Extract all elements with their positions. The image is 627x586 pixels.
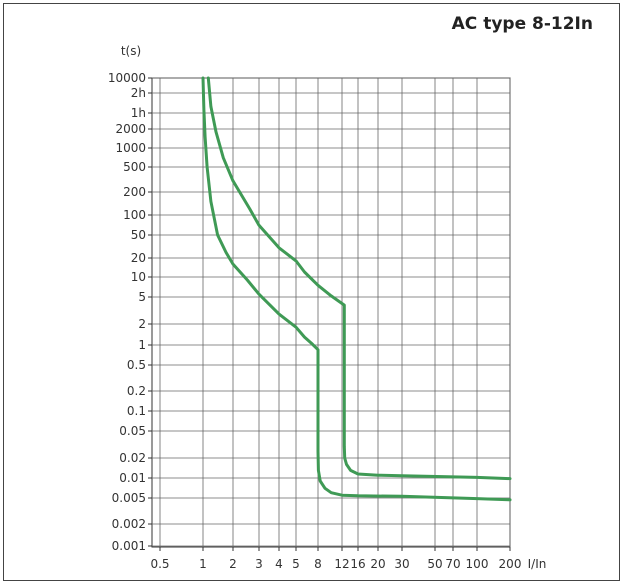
y-tick-label: 1h xyxy=(131,106,146,120)
x-tick-label: 70 xyxy=(445,557,460,571)
y-tick-label: 0.005 xyxy=(112,491,146,505)
y-tick-label: 10 xyxy=(131,270,146,284)
x-tick-label: 5 xyxy=(292,557,300,571)
x-tick-label: 12 xyxy=(334,557,349,571)
chart-frame xyxy=(3,3,620,581)
y-tick-label: 5 xyxy=(138,290,146,304)
y-tick-label: 0.02 xyxy=(119,451,146,465)
trip-curve-1 xyxy=(201,76,512,502)
y-tick-label: 0.2 xyxy=(127,384,146,398)
y-tick-label: 0.002 xyxy=(112,517,146,531)
chart-title: AC type 8-12In xyxy=(451,14,593,34)
y-tick-label: 2h xyxy=(131,86,146,100)
x-tick-label: 4 xyxy=(275,557,283,571)
x-tick-label: 2 xyxy=(229,557,237,571)
y-tick-label: 0.01 xyxy=(119,471,146,485)
x-tick-label: 0.5 xyxy=(150,557,169,571)
x-tick-label: 1 xyxy=(199,557,207,571)
x-tick-label: 50 xyxy=(427,557,442,571)
y-tick-label: 20 xyxy=(131,251,146,265)
y-tick-label: 50 xyxy=(131,228,146,242)
y-tick-label: 2 xyxy=(138,317,146,331)
y-tick-label: 10000 xyxy=(108,71,146,85)
grid xyxy=(148,77,511,551)
x-tick-label: 3 xyxy=(255,557,263,571)
x-tick-label: 8 xyxy=(314,557,322,571)
x-tick-label: 100 xyxy=(466,557,489,571)
series-group xyxy=(201,76,512,502)
y-tick-label: 100 xyxy=(123,208,146,222)
x-tick-label: 20 xyxy=(370,557,385,571)
y-tick-label: 1 xyxy=(138,338,146,352)
y-tick-label: 500 xyxy=(123,160,146,174)
y-tick-label: 200 xyxy=(123,185,146,199)
y-tick-label: 0.1 xyxy=(127,404,146,418)
y-tick-label: 0.5 xyxy=(127,358,146,372)
y-tick-label: 0.001 xyxy=(112,539,146,553)
x-axis-label: I/In xyxy=(528,557,547,571)
x-tick-label: 16 xyxy=(350,557,365,571)
x-tick-label: 30 xyxy=(394,557,409,571)
y-tick-label: 1000 xyxy=(115,141,146,155)
x-tick-label: 200 xyxy=(499,557,522,571)
y-tick-label: 2000 xyxy=(115,122,146,136)
trip-curve-2 xyxy=(206,76,512,481)
y-tick-label: 0.05 xyxy=(119,424,146,438)
y-axis-label: t(s) xyxy=(121,44,141,58)
x-tick-labels: 0.5 1 2 3 4 5 8 12 16 20 30 50 70 100 200 xyxy=(150,557,521,571)
